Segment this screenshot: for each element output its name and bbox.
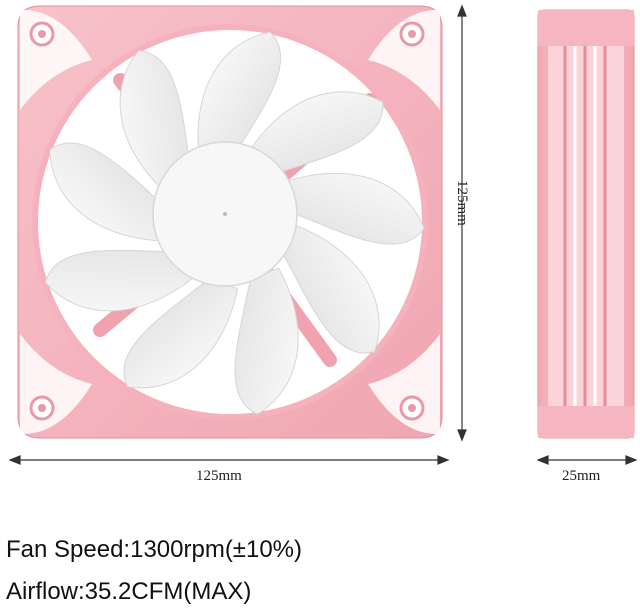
front-width-label: 125mm	[196, 468, 242, 484]
depth-label: 25mm	[562, 468, 601, 484]
fan-blades	[44, 31, 425, 415]
fan-speed-spec: Fan Speed:1300rpm(±10%)	[6, 536, 303, 563]
fan-front-icon	[17, 5, 443, 439]
airflow-spec: Airflow:35.2CFM(MAX)	[6, 578, 252, 605]
screw-holes	[29, 21, 425, 421]
height-label: 125mm	[454, 180, 470, 226]
fan-illustration	[8, 4, 638, 465]
dimension-arrows	[8, 4, 638, 465]
fan-side-icon	[537, 9, 635, 439]
